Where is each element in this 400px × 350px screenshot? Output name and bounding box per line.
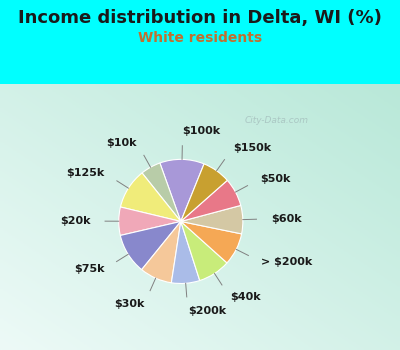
Wedge shape [181,180,241,222]
Text: Income distribution in Delta, WI (%): Income distribution in Delta, WI (%) [18,9,382,27]
Text: $100k: $100k [183,126,221,136]
Wedge shape [120,173,181,222]
Wedge shape [181,205,243,234]
Text: $30k: $30k [114,299,144,309]
Text: $60k: $60k [271,214,301,224]
Text: $200k: $200k [188,306,226,316]
Text: $10k: $10k [106,138,137,148]
Text: $150k: $150k [233,143,271,153]
Wedge shape [181,222,242,263]
Wedge shape [181,222,227,281]
Text: City-Data.com: City-Data.com [245,116,309,125]
Text: $20k: $20k [60,216,91,226]
Wedge shape [142,222,181,283]
Text: $50k: $50k [260,174,290,184]
Wedge shape [142,163,181,222]
Text: $40k: $40k [230,292,260,302]
Wedge shape [160,159,204,222]
Text: White residents: White residents [138,32,262,46]
Wedge shape [120,222,181,270]
Wedge shape [181,164,227,222]
Text: $125k: $125k [66,168,105,178]
Text: > $200k: > $200k [261,257,312,267]
Wedge shape [171,222,200,284]
Wedge shape [119,207,181,236]
Text: $75k: $75k [74,264,104,274]
